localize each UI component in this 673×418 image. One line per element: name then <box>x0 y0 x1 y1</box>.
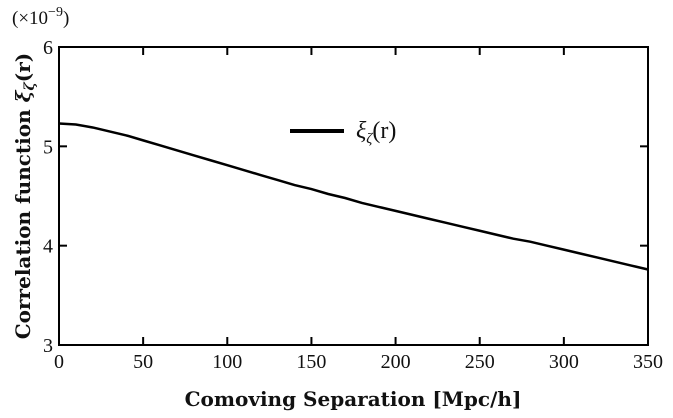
y-tick-label-6: 6 <box>43 37 53 59</box>
x-tick-label-0: 0 <box>54 351 64 373</box>
y-multiplier-suffix: ) <box>63 8 69 29</box>
y-multiplier-exponent: −9 <box>48 5 63 20</box>
x-tick-label-50: 50 <box>133 351 153 373</box>
legend-label: ξζ(r) <box>356 118 396 147</box>
y-tick-label-5: 5 <box>43 136 53 158</box>
y-tick-labels: 3 4 5 6 <box>43 37 53 357</box>
y-tick-label-4: 4 <box>43 236 53 258</box>
y-multiplier-prefix: (×10 <box>12 8 48 29</box>
y-axis-title: Correlation function ξζ(r) <box>11 53 38 339</box>
x-tick-label-200: 200 <box>381 351 411 373</box>
x-axis-title: Comoving Separation [Mpc/h] <box>185 387 522 411</box>
legend-suffix: (r) <box>372 118 396 144</box>
plot-frame <box>58 46 649 346</box>
y-axis-title-symbol: ξ <box>11 89 35 102</box>
x-tick-label-350: 350 <box>633 351 663 373</box>
legend-symbol: ξ <box>356 118 367 144</box>
y-axis-title-subscript: ζ <box>22 82 38 91</box>
legend: ξζ(r) <box>290 118 396 147</box>
x-tick-label-300: 300 <box>549 351 579 373</box>
series-line <box>58 122 649 271</box>
y-tick-label-3: 3 <box>43 335 53 357</box>
x-tick-label-100: 100 <box>212 351 242 373</box>
x-tick-label-250: 250 <box>465 351 495 373</box>
x-tick-label-150: 150 <box>296 351 326 373</box>
y-multiplier-label: (×10−9) <box>12 5 69 29</box>
y-axis-title-main: Correlation function <box>11 109 35 339</box>
y-axis-title-suffix: (r) <box>11 53 35 82</box>
x-tick-labels: 0 50 100 150 200 250 300 350 <box>54 351 663 373</box>
legend-subscript: ζ <box>366 131 373 147</box>
axis-ticks <box>58 46 649 346</box>
